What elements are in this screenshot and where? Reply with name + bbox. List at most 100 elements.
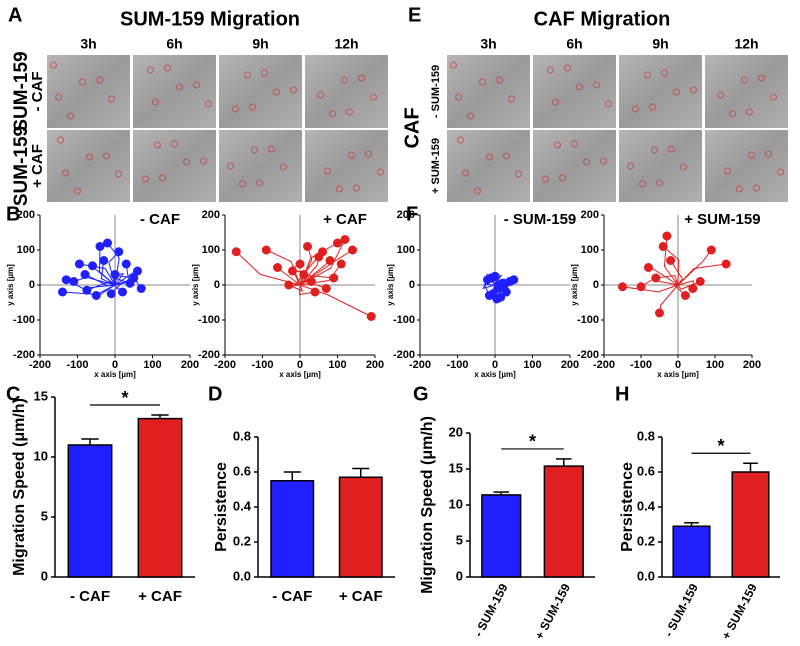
track-end [69,277,79,286]
cell [748,151,755,159]
cell [673,88,680,96]
cell [365,150,372,158]
cell [605,100,612,108]
cell [644,71,651,79]
y-tick-label: 0 [214,279,220,291]
y-tick-label: 5 [456,532,463,547]
cell [353,184,360,192]
panel-letter: E [408,4,421,26]
track-end [110,270,120,279]
cell [486,153,493,161]
track-end [688,284,698,293]
microscopy-image [533,130,616,202]
column-header: 3h [80,36,96,52]
cell [515,170,522,178]
track-end [114,247,124,257]
microscopy-image [705,130,788,202]
x-tick-label: -100 [251,359,273,371]
y-tick-label: 15 [34,388,48,403]
cell [67,112,74,120]
track-end [74,259,84,269]
cell [273,88,280,96]
panel-letter: C [6,383,20,405]
cell [317,91,324,99]
cell [542,175,549,183]
panel-title: SUM-159 Migration [120,8,300,30]
y-tick-label: 0.8 [233,428,251,443]
microscopy-image [447,55,530,128]
cell [668,145,675,153]
cell [741,76,748,84]
x-tick-label: 200 [743,359,761,371]
y-tick-label: 0 [41,568,48,583]
panel-letter: G [413,383,429,405]
row-label: SUM-159 [11,51,32,131]
column-header: 12h [734,36,758,52]
column-header: 6h [566,36,582,52]
y-tick-label: 10 [34,448,48,463]
y-tick-label: -200 [577,349,599,361]
cell [50,61,57,69]
track [670,260,683,286]
y-tick-label: 200 [17,209,35,221]
row-condition: - SUM-159 [430,65,442,118]
track-end [61,275,71,285]
panel-letter: H [615,383,629,405]
y-axis-label: y axis [µm] [386,264,395,306]
microscopy-image [447,130,530,202]
track-end [655,308,664,318]
x-tick-label: 0 [112,359,118,371]
track-end [636,282,646,292]
track-end [231,247,241,257]
cell [777,168,784,176]
cell [227,162,234,170]
cell [103,152,110,160]
cell [680,163,687,171]
cell [377,168,384,176]
track-end [488,289,498,299]
y-tick-label: 200 [581,209,599,221]
x-tick-label: - SUM-159 [471,581,511,639]
x-tick-label: 100 [143,359,161,371]
track-end [329,273,339,283]
track-end [136,284,146,293]
y-tick-label: 100 [17,244,35,256]
track-end [680,291,690,300]
track-end [118,287,127,297]
cell [753,184,760,192]
microscopy-image [305,55,388,128]
cell [268,145,275,153]
cell [576,83,583,91]
track [292,274,305,287]
track [298,284,316,296]
cell [656,179,663,187]
track-end [651,273,661,283]
cell [632,105,639,113]
microscopy-image [619,55,702,128]
track-end [314,252,324,262]
track-end [95,242,105,251]
x-tick-label: 200 [181,359,199,371]
cell [147,66,154,74]
cell [324,167,331,175]
column-header: 3h [480,36,496,52]
track-end [125,278,135,288]
cell [724,167,731,175]
significance-label: * [121,388,128,408]
x-tick-label: + SUM-159 [532,581,573,642]
cell [154,141,161,149]
y-tick-label: 0.0 [233,568,251,583]
track-end [58,287,67,297]
track-end [295,259,305,269]
track-end [658,242,668,251]
track-end [662,231,672,241]
cell [249,103,256,111]
y-axis-label: Persistence [619,462,636,552]
cell [79,78,86,86]
cell [559,174,566,182]
cell [600,157,607,165]
cell [462,169,469,177]
track [672,283,686,296]
cell [758,74,765,82]
bar [481,494,522,578]
